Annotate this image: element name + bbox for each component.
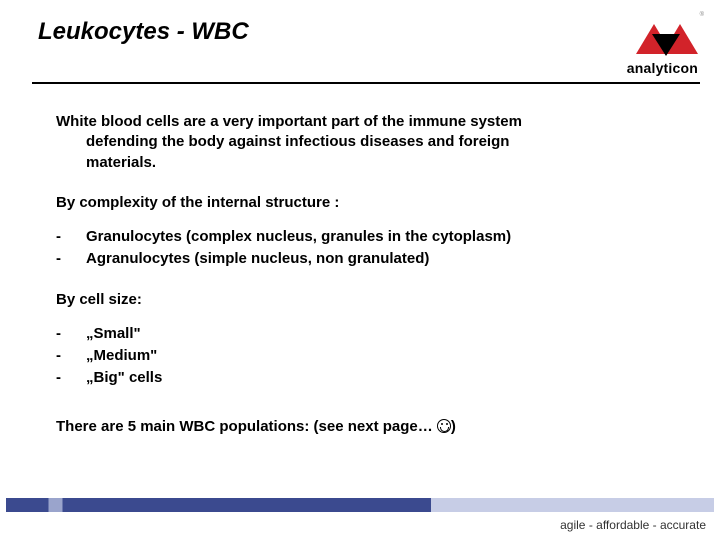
list-structure: - Granulocytes (complex nucleus, granule… — [56, 227, 664, 270]
slide-title: Leukocytes - WBC — [38, 18, 249, 46]
slide-footer: agile - affordable - accurate — [0, 498, 720, 540]
closing-text-pre: There are 5 main WBC populations: (see n… — [56, 418, 437, 435]
closing-line: There are 5 main WBC populations: (see n… — [56, 417, 664, 437]
section-heading: By cell size: — [56, 290, 664, 310]
logo-text: analyticon — [627, 60, 698, 76]
list-size: - „Small" - „Medium" - „Big" cells — [56, 324, 664, 389]
list-item-text: Agranulocytes (simple nucleus, non granu… — [86, 249, 429, 269]
trademark: ® — [700, 12, 704, 18]
list-item-text: „Big" cells — [86, 368, 162, 388]
list-item: - „Big" cells — [56, 368, 664, 388]
intro-line: White blood cells are a very important p… — [56, 113, 522, 130]
logo-mark: ® — [634, 18, 698, 58]
list-item: - Agranulocytes (simple nucleus, non gra… — [56, 249, 664, 269]
closing-text-post: ) — [451, 418, 456, 435]
slide-content: White blood cells are a very important p… — [0, 84, 720, 437]
list-item: - „Small" — [56, 324, 664, 344]
intro-line: materials. — [56, 153, 664, 173]
bullet-dash: - — [56, 346, 86, 366]
list-item: - Granulocytes (complex nucleus, granule… — [56, 227, 664, 247]
brand-logo: ® analyticon — [627, 18, 698, 76]
list-item-text: „Medium" — [86, 346, 157, 366]
list-item-text: Granulocytes (complex nucleus, granules … — [86, 227, 511, 247]
bullet-dash: - — [56, 368, 86, 388]
smiley-icon — [437, 419, 451, 433]
section-heading: By complexity of the internal structure … — [56, 193, 664, 213]
list-item-text: „Small" — [86, 324, 141, 344]
tagline: agile - affordable - accurate — [0, 514, 720, 540]
list-item: - „Medium" — [56, 346, 664, 366]
bullet-dash: - — [56, 324, 86, 344]
bullet-dash: - — [56, 249, 86, 269]
intro-paragraph: White blood cells are a very important p… — [56, 112, 664, 173]
bullet-dash: - — [56, 227, 86, 247]
footer-bar — [6, 498, 714, 512]
intro-line: defending the body against infectious di… — [56, 132, 664, 152]
